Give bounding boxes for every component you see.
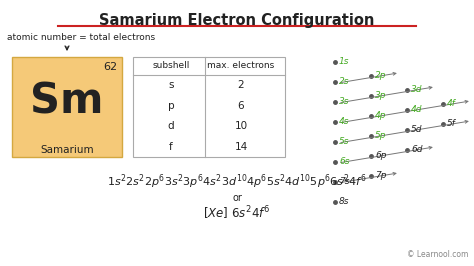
Text: 3s: 3s — [339, 98, 349, 106]
Text: 2s: 2s — [339, 77, 349, 86]
Text: d: d — [168, 121, 174, 131]
FancyBboxPatch shape — [133, 57, 285, 157]
Text: Samarium: Samarium — [40, 145, 94, 155]
Text: 5f: 5f — [447, 119, 456, 128]
Text: 3d: 3d — [411, 85, 422, 94]
Text: 2p: 2p — [375, 72, 386, 81]
Text: 3p: 3p — [375, 92, 386, 101]
Text: © Learnool.com: © Learnool.com — [407, 250, 468, 259]
Text: 5d: 5d — [411, 126, 422, 135]
Text: 5s: 5s — [339, 138, 349, 147]
Text: 6p: 6p — [375, 152, 386, 160]
Text: s: s — [168, 80, 174, 90]
Text: Samarium Electron Configuration: Samarium Electron Configuration — [100, 13, 374, 28]
Text: 6: 6 — [237, 101, 244, 111]
Text: 6s: 6s — [339, 157, 349, 167]
Text: 4d: 4d — [411, 106, 422, 114]
Text: $[Xe]\ 6s^24f^6$: $[Xe]\ 6s^24f^6$ — [203, 204, 271, 222]
Text: 4f: 4f — [447, 99, 456, 109]
Text: $1s^22s^22p^63s^23p^64s^23d^{10}4p^65s^24d^{10}5p^66s^24f^6$: $1s^22s^22p^63s^23p^64s^23d^{10}4p^65s^2… — [107, 173, 367, 191]
Text: 8s: 8s — [339, 197, 349, 206]
Text: Sm: Sm — [30, 81, 104, 123]
Text: 4p: 4p — [375, 111, 386, 120]
Text: p: p — [168, 101, 174, 111]
Text: max. electrons: max. electrons — [207, 61, 274, 70]
Text: f: f — [169, 142, 173, 152]
Text: 4s: 4s — [339, 118, 349, 127]
Text: 62: 62 — [103, 62, 117, 72]
Text: 7p: 7p — [375, 172, 386, 181]
Text: 5p: 5p — [375, 131, 386, 140]
Text: 14: 14 — [234, 142, 247, 152]
Text: atomic number = total electrons: atomic number = total electrons — [7, 33, 155, 42]
Text: or: or — [232, 193, 242, 203]
Text: 6d: 6d — [411, 146, 422, 155]
Text: subshell: subshell — [152, 61, 190, 70]
Text: 1s: 1s — [339, 57, 349, 66]
FancyBboxPatch shape — [12, 57, 122, 157]
Text: 10: 10 — [235, 121, 247, 131]
Text: 2: 2 — [237, 80, 244, 90]
Text: 7s: 7s — [339, 177, 349, 186]
